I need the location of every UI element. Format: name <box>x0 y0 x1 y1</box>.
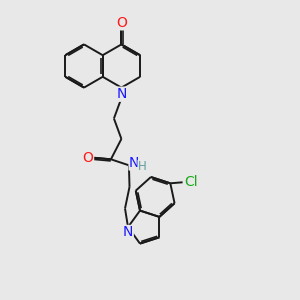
Text: O: O <box>116 16 127 30</box>
Text: N: N <box>123 226 133 239</box>
Text: H: H <box>138 160 147 173</box>
Text: O: O <box>82 151 93 165</box>
Text: N: N <box>129 156 140 170</box>
Text: N: N <box>116 87 127 101</box>
Text: Cl: Cl <box>184 175 198 189</box>
